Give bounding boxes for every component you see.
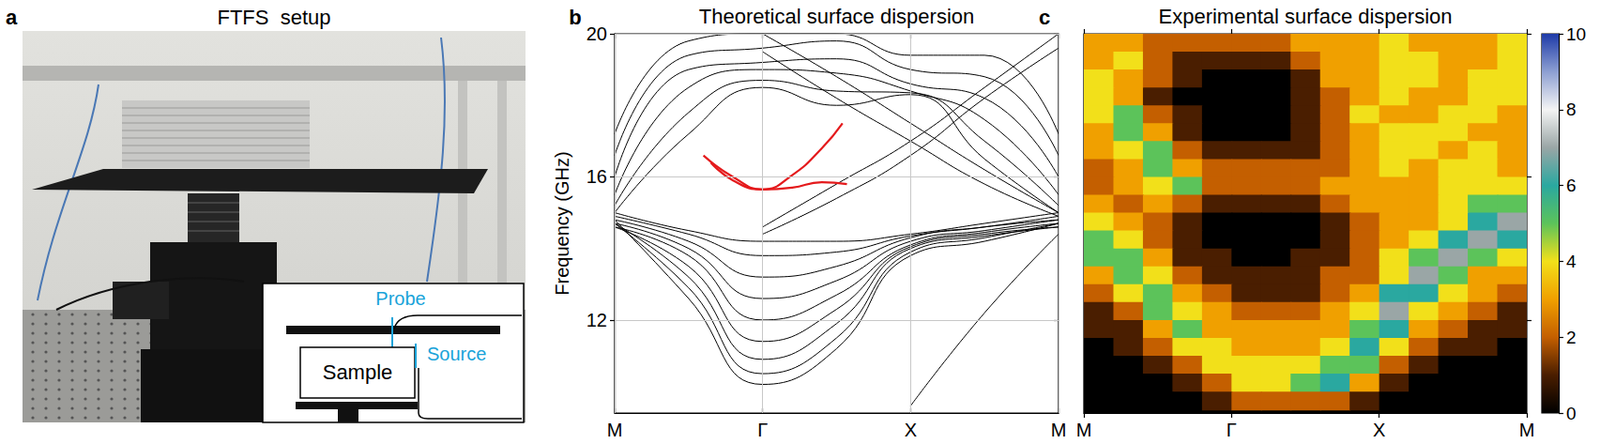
svg-text:Sample: Sample — [322, 360, 394, 384]
svg-text:Frequency (GHz): Frequency (GHz) — [551, 151, 573, 295]
svg-text:2: 2 — [1566, 327, 1577, 348]
svg-text:c: c — [1038, 5, 1051, 30]
svg-text:10: 10 — [1566, 24, 1586, 45]
svg-text:8: 8 — [1566, 99, 1577, 120]
svg-text:6: 6 — [1566, 175, 1577, 196]
svg-text:Probe: Probe — [375, 288, 426, 309]
svg-text:4: 4 — [1566, 251, 1577, 272]
svg-text:Experimental surface dispersio: Experimental surface dispersion — [1158, 4, 1452, 29]
svg-text:M: M — [1519, 419, 1536, 441]
svg-text:M: M — [607, 419, 624, 441]
svg-text:16: 16 — [586, 166, 608, 187]
svg-text:12: 12 — [586, 309, 608, 331]
svg-text:X: X — [904, 419, 917, 441]
svg-text:M: M — [1076, 419, 1093, 441]
svg-text:M: M — [1051, 419, 1067, 441]
svg-text:0: 0 — [1566, 403, 1577, 424]
svg-text:Source: Source — [426, 343, 487, 365]
svg-text:Theoretical surface dispersion: Theoretical surface dispersion — [699, 4, 975, 29]
svg-text:Γ: Γ — [1226, 419, 1237, 441]
svg-text:b: b — [568, 5, 581, 30]
svg-text:X: X — [1372, 419, 1386, 441]
svg-text:Γ: Γ — [757, 419, 768, 441]
svg-text:FTFS setup: FTFS setup — [216, 5, 331, 30]
svg-text:20: 20 — [586, 23, 608, 45]
svg-text:a: a — [5, 5, 18, 30]
